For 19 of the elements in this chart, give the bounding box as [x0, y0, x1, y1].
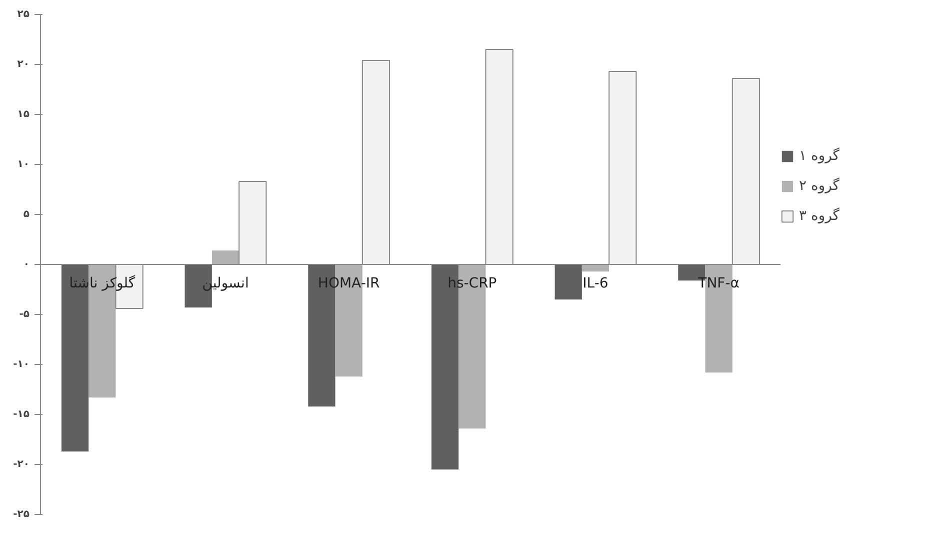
bar — [212, 250, 240, 264]
legend-label: گروه ۳ — [799, 208, 840, 224]
y-tick-label: ۱۰ — [17, 159, 30, 170]
x-tick-label: IL-6 — [582, 276, 608, 292]
y-tick-label: ۱۵ — [17, 109, 30, 120]
x-tick-label: TNF-α — [697, 276, 740, 292]
y-tick-label: ۲۰ — [17, 59, 30, 70]
legend-label: گروه ۱ — [799, 148, 840, 164]
bar — [554, 264, 582, 300]
bar — [582, 264, 610, 272]
legend-label: گروه ۲ — [799, 178, 840, 194]
y-tick-label: ۲۵ — [17, 9, 30, 20]
y-tick-label: ۵ — [23, 209, 30, 220]
y-tick-label: -۲۵ — [13, 509, 30, 520]
y-tick-label: -۵ — [19, 309, 30, 320]
y-tick-label: -۱۵ — [13, 409, 30, 420]
y-tick-label: -۱۰ — [13, 359, 30, 370]
y-tick-label: -۲۰ — [13, 459, 30, 470]
y-tick-label: ۰ — [23, 259, 30, 270]
